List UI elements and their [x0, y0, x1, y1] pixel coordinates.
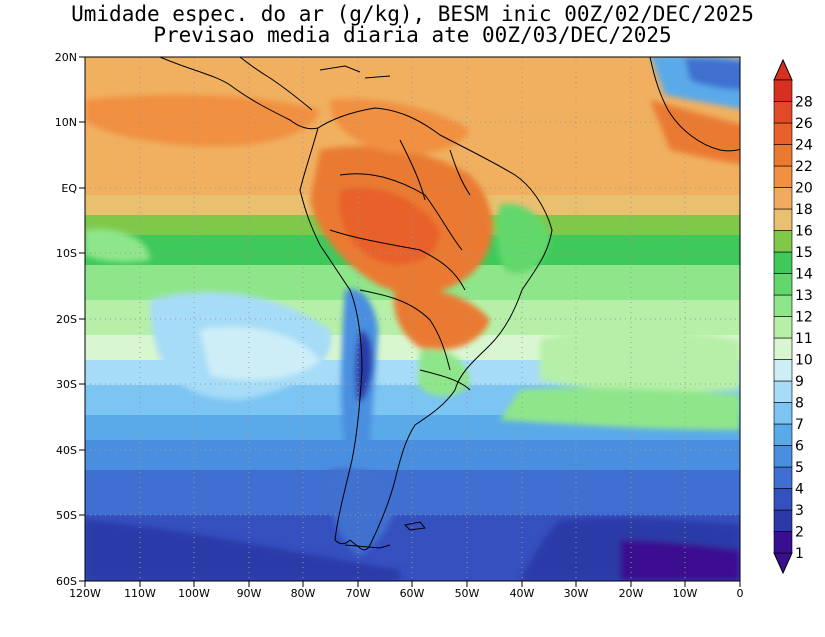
colorbar-swatch — [773, 359, 793, 382]
colorbar-swatch — [773, 445, 793, 468]
lon-label-0: 0 — [737, 587, 744, 600]
lat-label-40s: 40S — [56, 444, 77, 457]
lon-label-50w: 50W — [455, 587, 480, 600]
map-title-line-1: Umidade espec. do ar (g/kg), BESM inic 0… — [71, 2, 754, 26]
colorbar-swatch — [773, 187, 793, 210]
colorbar-label: 1 — [795, 546, 804, 562]
colorbar-swatch — [773, 251, 793, 274]
lat-label-10n: 10N — [55, 116, 77, 129]
colorbar-label: 9 — [795, 374, 804, 390]
lat-label-20s: 20S — [56, 313, 77, 326]
lat-label-30s: 30S — [56, 378, 77, 391]
lon-label-90w: 90W — [237, 587, 262, 600]
colorbar-label: 20 — [795, 181, 813, 197]
colorbar-min-arrow — [773, 552, 793, 575]
colorbar-label: 22 — [795, 159, 813, 175]
colorbar-label: 24 — [795, 138, 813, 154]
lat-label-20n: 20N — [55, 51, 77, 64]
colorbar-swatch — [773, 79, 793, 102]
colorbar-swatch — [773, 509, 793, 532]
lon-label-40w: 40W — [510, 587, 535, 600]
latitude-axis: 20N 10N EQ 10S 20S 30S 40S 50S 60S — [55, 51, 85, 588]
colorbar-swatch — [773, 273, 793, 296]
colorbar-label: 15 — [795, 245, 813, 261]
colorbar-label: 7 — [795, 417, 804, 433]
colorbar-swatch — [773, 531, 793, 554]
colorbar-swatch — [773, 208, 793, 231]
colorbar-label: 3 — [795, 503, 804, 519]
colorbar-label: 28 — [795, 95, 813, 111]
lon-label-70w: 70W — [346, 587, 371, 600]
lon-label-80w: 80W — [291, 587, 316, 600]
colorbar-swatch — [773, 316, 793, 339]
lon-label-100w: 100W — [178, 587, 210, 600]
colorbar-swatch — [773, 165, 793, 188]
lon-label-120w: 120W — [69, 587, 101, 600]
lon-label-110w: 110W — [124, 587, 156, 600]
humidity-field — [85, 57, 740, 581]
colorbar-swatch — [773, 337, 793, 360]
lon-label-30w: 30W — [564, 587, 589, 600]
lon-label-10w: 10W — [673, 587, 698, 600]
colorbar-swatch — [773, 101, 793, 124]
lat-label-10s: 10S — [56, 247, 77, 260]
colorbar-swatch — [773, 380, 793, 403]
colorbar-label: 11 — [795, 331, 813, 347]
colorbar-label: 8 — [795, 396, 804, 412]
map-title-line-2: Previsao media diaria ate 00Z/03/DEC/202… — [153, 23, 672, 47]
colorbar-swatch — [773, 230, 793, 253]
colorbar-swatch — [773, 488, 793, 511]
colorbar-swatch — [773, 144, 793, 167]
colorbar-label: 13 — [795, 288, 813, 304]
colorbar-label: 16 — [795, 224, 813, 240]
colorbar-swatch — [773, 122, 793, 145]
colorbar-swatch — [773, 402, 793, 425]
graticule — [85, 57, 740, 581]
lat-label-eq: EQ — [61, 182, 77, 195]
colorbar-swatch — [773, 466, 793, 489]
colorbar-label: 14 — [795, 267, 813, 283]
colorbar-swatch — [773, 294, 793, 317]
colorbar-label: 12 — [795, 310, 813, 326]
colorbar-label: 2 — [795, 525, 804, 541]
lon-label-20w: 20W — [619, 587, 644, 600]
lat-label-60s: 60S — [56, 575, 77, 588]
colorbar-label: 18 — [795, 202, 813, 218]
colorbar-label: 4 — [795, 482, 804, 498]
lon-label-60w: 60W — [400, 587, 425, 600]
colorbar-swatch — [773, 423, 793, 446]
colorbar-max-arrow — [773, 58, 793, 81]
colorbar-label: 26 — [795, 116, 813, 132]
coastlines — [159, 57, 740, 551]
colorbar-label: 5 — [795, 460, 804, 476]
colorbar-label: 10 — [795, 353, 813, 369]
colorbar-label: 6 — [795, 439, 804, 455]
longitude-axis: 120W 110W 100W 90W 80W 70W 60W 50W 40W 3… — [69, 581, 744, 600]
lat-label-50s: 50S — [56, 509, 77, 522]
